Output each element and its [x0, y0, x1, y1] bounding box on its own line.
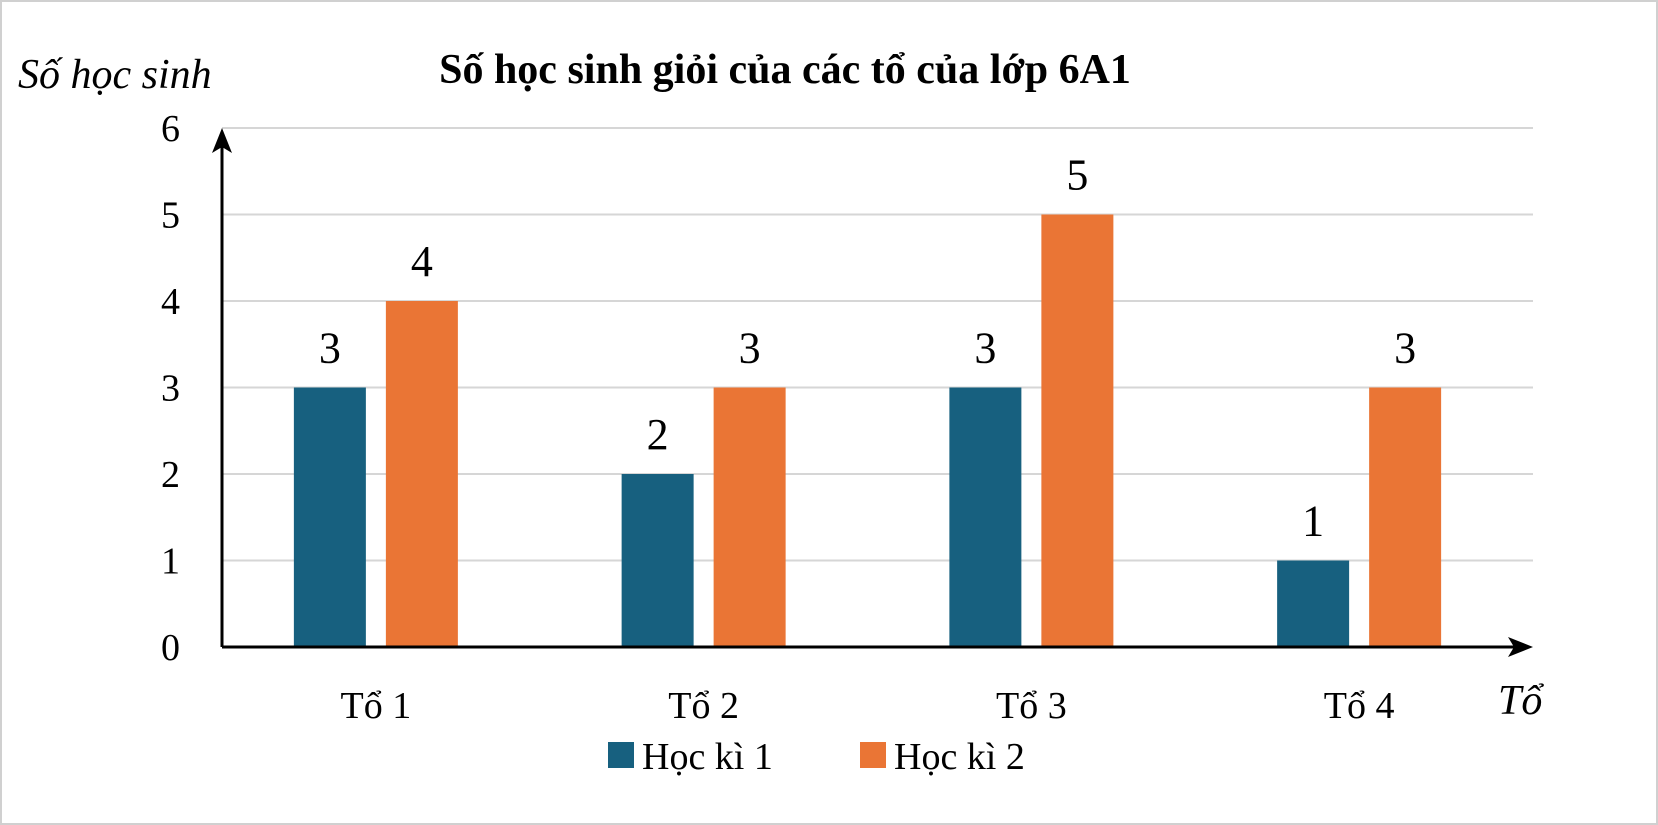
bar — [385, 301, 458, 647]
legend-label: Học kì 1 — [642, 736, 773, 778]
chart-title: Số học sinh giỏi của các tổ của lớp 6A1 — [439, 47, 1131, 93]
y-tick-label: 3 — [161, 368, 180, 410]
data-label: 5 — [1066, 151, 1088, 200]
y-tick-labels: 0 1 2 3 4 5 6 — [161, 108, 180, 669]
bar — [1369, 387, 1442, 647]
legend-label: Học kì 2 — [894, 736, 1025, 778]
x-category-label: Tổ 3 — [996, 685, 1067, 727]
bar — [621, 474, 694, 647]
y-tick-label: 2 — [161, 454, 180, 496]
x-category-label: Tổ 1 — [341, 685, 412, 727]
bar — [293, 387, 366, 647]
y-tick-label: 4 — [161, 281, 180, 323]
legend-swatch — [860, 742, 886, 768]
data-label: 3 — [319, 324, 341, 373]
data-labels: 3 4 2 3 3 5 1 3 — [319, 151, 1416, 546]
legend-swatch — [608, 742, 634, 768]
y-tick-label: 0 — [161, 627, 180, 669]
bar — [1041, 214, 1114, 647]
bars — [293, 214, 1442, 647]
bar — [949, 387, 1022, 647]
data-label: 3 — [739, 324, 761, 373]
x-category-label: Tổ 4 — [1324, 685, 1395, 727]
data-label: 3 — [1394, 324, 1416, 373]
bar — [1277, 560, 1350, 647]
y-axis-title: Số học sinh — [18, 52, 212, 98]
axes — [212, 128, 1533, 657]
data-label: 2 — [647, 410, 669, 459]
y-tick-label: 5 — [161, 195, 180, 237]
data-label: 3 — [974, 324, 996, 373]
x-category-label: Tổ 2 — [668, 685, 739, 727]
y-tick-label: 1 — [161, 541, 180, 583]
y-tick-label: 6 — [161, 108, 180, 150]
x-axis-title: Tổ — [1498, 678, 1544, 724]
bar — [713, 387, 786, 647]
y-axis-arrow-icon — [212, 128, 232, 153]
x-category-labels: Tổ 1 Tổ 2 Tổ 3 Tổ 4 — [341, 685, 1395, 727]
data-label: 1 — [1302, 497, 1324, 546]
x-axis-arrow-icon — [1508, 637, 1533, 657]
legend: Học kì 1 Học kì 2 — [608, 736, 1025, 778]
data-label: 4 — [411, 237, 433, 286]
